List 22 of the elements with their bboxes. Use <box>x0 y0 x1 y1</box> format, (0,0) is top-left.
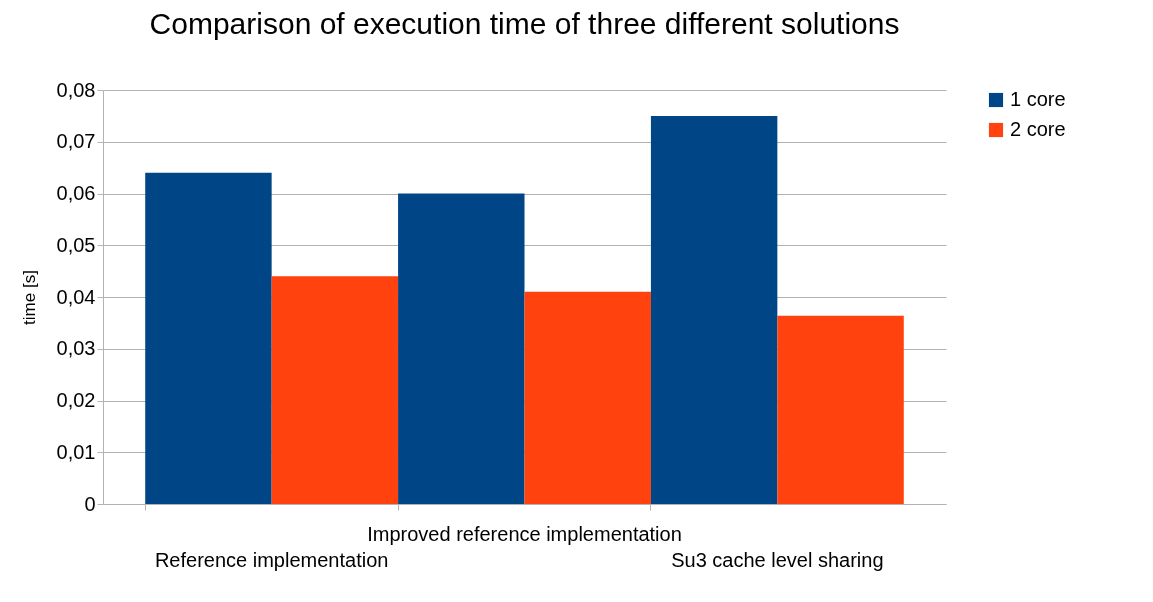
bar <box>524 291 651 504</box>
y-tick-label: 0 <box>84 492 96 515</box>
y-tick-label: 0,02 <box>56 389 96 411</box>
y-tick-label: 0,01 <box>56 440 96 463</box>
chart-title: Comparison of execution time of three different solutions <box>149 7 900 40</box>
bar <box>271 276 399 504</box>
y-tick-label: 0,08 <box>56 78 96 101</box>
y-axis-title: time [s] <box>19 270 39 325</box>
y-tick-label: 0,07 <box>56 130 96 153</box>
legend-label: 2 core <box>1010 118 1066 140</box>
x-tick-label: Reference implementation <box>154 548 389 571</box>
y-tick-label: 0,05 <box>56 233 96 256</box>
y-tick-label: 0,03 <box>56 337 96 360</box>
bar <box>650 115 778 504</box>
bar <box>145 172 272 504</box>
legend-label: 1 core <box>1010 88 1066 110</box>
bar <box>398 193 525 504</box>
y-tick-label: 0,04 <box>56 285 96 308</box>
x-tick-label: Improved reference implementation <box>367 522 682 545</box>
x-tick-label: Su3 cache level sharing <box>671 548 884 571</box>
bar <box>777 315 904 504</box>
y-tick-label: 0,06 <box>56 182 96 204</box>
